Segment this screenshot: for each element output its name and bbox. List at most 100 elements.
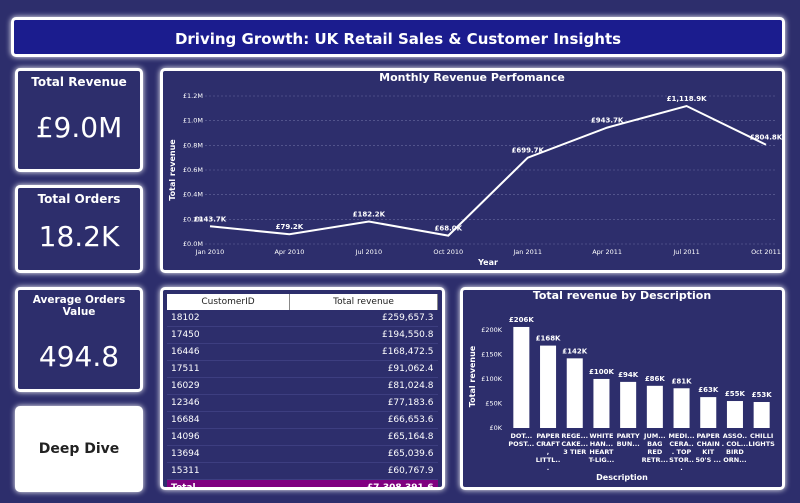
- bar: [726, 401, 743, 428]
- y-tick-label: £0.4M: [183, 191, 203, 199]
- table-cell: £7,308,391.6: [289, 479, 438, 487]
- y-axis-title: Total revenue: [168, 139, 177, 201]
- value-label: £182.2K: [353, 211, 386, 219]
- bar: [593, 378, 610, 428]
- table-cell: 17511: [167, 360, 290, 378]
- y-tick-label: £50K: [485, 399, 502, 407]
- table-cell: 16446: [167, 343, 290, 361]
- bar: [566, 358, 583, 428]
- x-tick-label: Jul 2011: [672, 248, 699, 256]
- y-tick-label: £100K: [481, 375, 503, 383]
- y-axis-title: Total revenue: [468, 345, 477, 407]
- x-tick-label: PAPER CHAIN KIT 50'S ...: [695, 432, 721, 464]
- kpi-card: Total Revenue £9.0M: [15, 68, 143, 172]
- value-label: £63K: [698, 386, 719, 394]
- x-tick-label-box: PARTY BUN...: [616, 432, 640, 448]
- table-cell: Total: [167, 479, 290, 487]
- x-tick-label: Apr 2010: [274, 248, 304, 256]
- x-axis-title: Year: [477, 258, 498, 267]
- line: [209, 104, 767, 237]
- x-tick-label: ASSO... COL... BIRD ORN...: [721, 432, 749, 464]
- kpi-label: Total Orders: [37, 192, 121, 206]
- x-tick-label: WHITE HAN... HEART T-LIG...: [588, 432, 615, 464]
- table-row: 15311 £60,767.9: [167, 462, 438, 480]
- x-tick-label: Jul 2010: [355, 248, 382, 256]
- x-axis-title: Description: [596, 473, 648, 482]
- x-tick-label: Oct 2011: [751, 248, 781, 256]
- x-tick-label: PAPER CRAFT , LITTL...: [535, 432, 561, 472]
- table-cell: 18102: [167, 310, 290, 327]
- value-label: £94K: [618, 371, 639, 379]
- column-header: Total revenue: [289, 294, 438, 310]
- x-tick-label-box: DOT... POST...: [508, 432, 535, 448]
- table-cell: 14096: [167, 428, 290, 446]
- value-label: £699.7K: [511, 147, 544, 155]
- value-label: £68.0K: [434, 225, 462, 233]
- bar: [753, 402, 770, 428]
- customer-table: CustomerID Total revenue 18102 £259,657.3 17…: [167, 294, 438, 487]
- y-tick-label: £0.2M: [183, 215, 203, 223]
- value-label: £100K: [589, 368, 614, 376]
- value-label: £81K: [672, 377, 693, 385]
- table-cell: £66,653.6: [289, 411, 438, 429]
- x-tick-label: DOT... POST...: [508, 432, 535, 448]
- table-row: 13694 £65,039.6: [167, 445, 438, 463]
- table-row: 18102 £259,657.3: [167, 310, 438, 327]
- table-cell: 17450: [167, 326, 290, 344]
- value-label: £804.8K: [750, 134, 783, 142]
- bar: [646, 385, 663, 428]
- kpi-card: Average Orders Value 494.8: [15, 287, 143, 392]
- x-tick-label: PARTY BUN...: [616, 432, 640, 448]
- table-row: 16029 £81,024.8: [167, 377, 438, 395]
- value-label: £1,118.9K: [667, 95, 708, 103]
- x-tick-label: Jan 2010: [195, 248, 225, 256]
- title-bar: Driving Growth: UK Retail Sales & Custom…: [11, 17, 785, 57]
- value-label: £206K: [509, 316, 534, 324]
- x-tick-label: REGE... CAKE... 3 TIER: [561, 432, 589, 456]
- value-label: £79.2K: [276, 223, 304, 231]
- table-cell: £60,767.9: [289, 462, 438, 480]
- y-tick-label: £0.0M: [183, 240, 203, 248]
- x-tick-label-box: REGE... CAKE... 3 TIER: [561, 432, 589, 456]
- x-tick-label: Jan 2011: [512, 248, 542, 256]
- x-tick-label: JUM... BAG RED RETR...: [641, 432, 669, 464]
- kpi-label: Average Orders Value: [32, 294, 126, 318]
- value-label: £142K: [562, 347, 587, 355]
- y-tick-label: £0K: [489, 424, 502, 432]
- kpi-value: 18.2K: [38, 220, 120, 253]
- table-cell: 13694: [167, 445, 290, 463]
- x-tick-label-box: WHITE HAN... HEART T-LIG...: [588, 432, 615, 464]
- deep-dive-button[interactable]: Deep Dive: [15, 406, 143, 492]
- table-row: 16684 £66,653.6: [167, 411, 438, 429]
- value-label: £86K: [645, 375, 666, 383]
- x-tick-label-box: PAPER CRAFT , LITTL...: [535, 432, 561, 472]
- x-tick-label: MEDI... CERA... TOP STOR...: [668, 432, 695, 472]
- table-cell: £65,039.6: [289, 445, 438, 463]
- column-header: CustomerID: [167, 294, 291, 310]
- x-tick-label: Apr 2011: [592, 248, 622, 256]
- table-row: 17511 £91,062.4: [167, 360, 438, 378]
- table-row: 12346 £77,183.6: [167, 394, 438, 412]
- table-row: 16446 £168,472.5: [167, 343, 438, 361]
- y-tick-label: £1.2M: [183, 92, 203, 100]
- table-panel: CustomerID Total revenue 18102 £259,657.3 17…: [160, 287, 445, 490]
- bar: [700, 397, 717, 428]
- bar: [673, 388, 690, 428]
- total-row: Total £7,308,391.6: [167, 479, 438, 487]
- x-tick-label-box: PAPER CHAIN KIT 50'S ...: [695, 432, 721, 464]
- kpi-value: 494.8: [38, 340, 120, 373]
- x-tick-label-box: MEDI... CERA... TOP STOR...: [668, 432, 695, 472]
- y-tick-label: £1.0M: [183, 117, 203, 125]
- table-cell: £81,024.8: [289, 377, 438, 395]
- kpi-value: £9.0M: [35, 111, 123, 144]
- y-tick-label: £150K: [481, 350, 503, 358]
- table-cell: 16029: [167, 377, 290, 395]
- value-label: £168K: [536, 335, 561, 343]
- bar: [513, 326, 530, 428]
- chart-title: Total revenue by Description: [533, 289, 711, 302]
- table-cell: £65,164.8: [289, 428, 438, 446]
- value-label: £943.7K: [591, 117, 624, 125]
- x-tick-label: Oct 2010: [433, 248, 463, 256]
